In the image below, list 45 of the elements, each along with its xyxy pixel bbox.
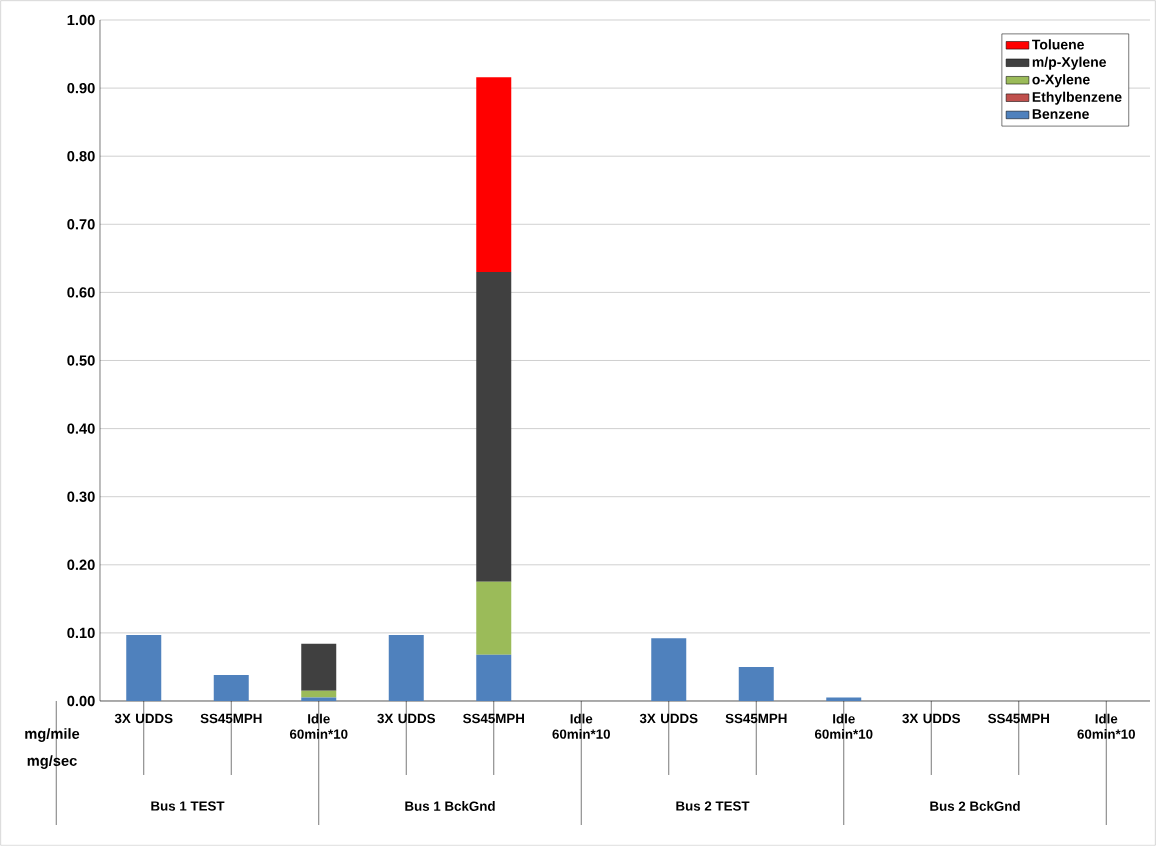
bar [476,271,512,582]
text: mg/mile [25,728,80,742]
text: mg/sec [27,755,77,769]
legend-label: o-Xylene [1032,74,1090,88]
bar [476,581,512,655]
x-tick-label: 3X UDDS [902,713,961,724]
bar [476,654,512,701]
y-tick-label: 0.70 [67,219,95,230]
text: Bus 1 TEST [151,801,225,811]
bar [213,675,249,701]
y-tick-label: 0.80 [67,151,95,162]
text: Bus 2 BckGnd [930,801,1020,811]
bar [388,634,424,701]
text: Bus 1 BckGnd [405,801,495,811]
x-tick-label: 3X UDDS [639,713,698,724]
x-tick-label: SS45MPH [200,713,262,724]
y-tick-label: 1.00 [67,14,95,26]
y-tick-label: 0.20 [67,559,95,570]
legend-label: m/p-Xylene [1032,56,1107,70]
x-tick-label: SS45MPH [463,713,524,724]
legend-label: Benzene [1032,109,1089,119]
bar [301,643,337,691]
bar [476,77,512,272]
bar [651,638,687,701]
x-tick-label: SS45MPH [725,713,787,724]
x-tick-label: Idle 60min*10 [552,713,610,739]
y-tick-label: 0.00 [67,695,95,707]
x-tick-label: SS45MPH [988,713,1049,724]
y-tick-label: 0.10 [67,627,95,639]
bar [301,690,337,698]
bar [126,634,162,701]
legend-label: Ethylbenzene [1032,91,1122,105]
y-tick-label: 0.50 [67,355,95,366]
x-tick-label: Idle 60min*10 [814,713,873,739]
legend-label: Toluene [1032,39,1084,50]
text: Bus 2 TEST [676,801,750,811]
x-tick-label: Idle 60min*10 [289,713,348,739]
x-tick-label: 3X UDDS [377,713,435,724]
x-tick-label: 3X UDDS [114,713,173,724]
y-tick-label: 0.40 [67,423,95,434]
x-tick-label: Idle 60min*10 [1077,713,1135,739]
y-tick-label: 0.90 [67,82,95,94]
y-tick-label: 0.60 [67,287,95,298]
bar [738,666,774,701]
y-tick-label: 0.30 [67,491,95,502]
